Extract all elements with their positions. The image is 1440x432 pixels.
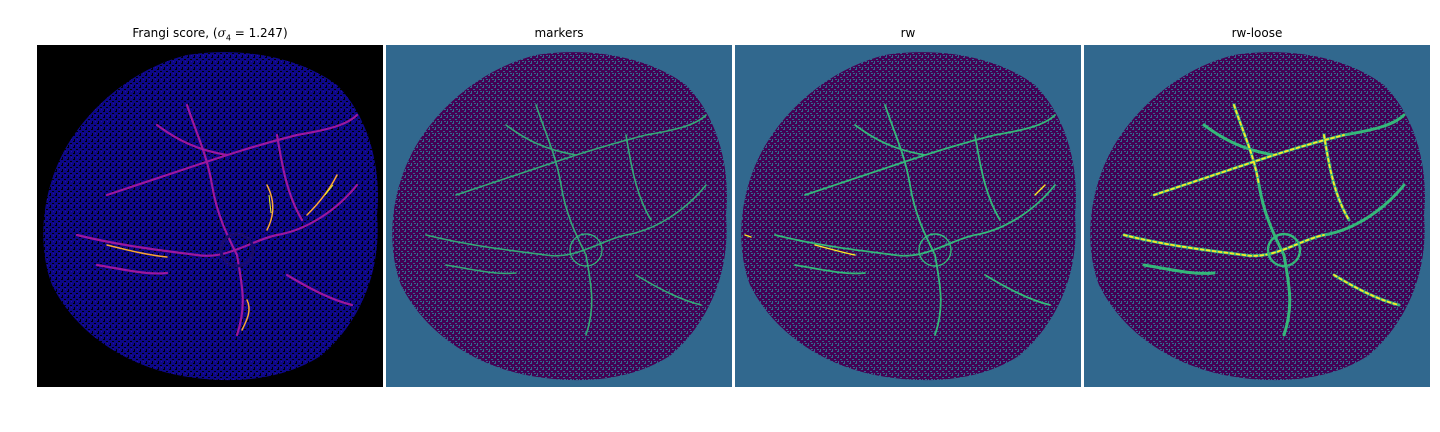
tissue-blob bbox=[1090, 52, 1425, 381]
panel-title-frangi: Frangi score, (σ4 = 1.247) bbox=[37, 26, 383, 42]
vessel-network bbox=[75, 103, 359, 337]
rw-loose-image bbox=[1084, 45, 1430, 387]
markers-image bbox=[386, 45, 732, 387]
vessel-segmentation bbox=[774, 104, 1056, 336]
panel-title-markers: markers bbox=[534, 26, 584, 40]
panel-title-rw-loose: rw-loose bbox=[1231, 26, 1283, 40]
panel-rw-loose bbox=[1084, 45, 1430, 387]
frangi-image bbox=[37, 45, 383, 387]
tissue-blob bbox=[741, 52, 1076, 381]
vessel-markers bbox=[425, 104, 707, 336]
tissue-blob bbox=[392, 52, 727, 381]
sigma-symbol: σ bbox=[217, 26, 226, 40]
panel-markers bbox=[386, 45, 732, 387]
panel-frangi bbox=[37, 45, 383, 387]
frangi-title-suffix: = 1.247) bbox=[230, 26, 288, 40]
sigma-subscript: 4 bbox=[225, 33, 231, 43]
panel-rw bbox=[735, 45, 1081, 387]
tissue-blob bbox=[43, 52, 378, 381]
frangi-title-prefix: Frangi score, ( bbox=[132, 26, 218, 40]
rw-image bbox=[735, 45, 1081, 387]
panel-title-rw: rw bbox=[900, 26, 916, 40]
